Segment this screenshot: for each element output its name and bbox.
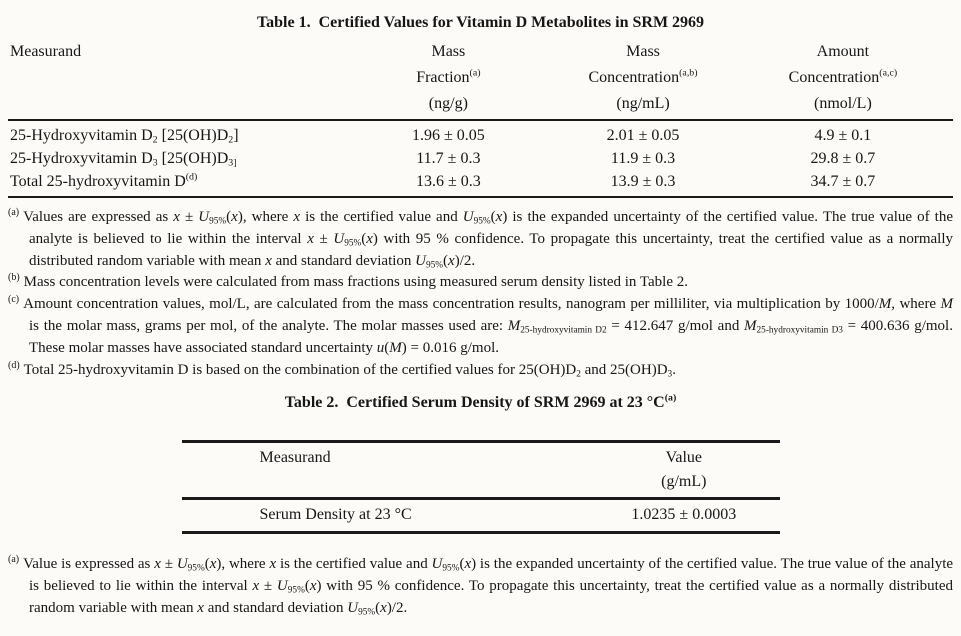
measurand-cell: Serum Density at 23 °C (181, 498, 589, 535)
table2-title: Table 2. Certified Serum Density of SRM … (284, 393, 677, 412)
mass-concentration-cell: 13.9 ± 0.3 (553, 170, 733, 198)
table2-header-row: Measurand Value (g/mL) (181, 440, 780, 501)
mass-concentration-cell: 11.9 ± 0.3 (610, 150, 676, 167)
mass-fraction-cell: 13.6 ± 0.3 (343, 170, 554, 198)
value-cell: 1.0235 ± 0.0003 (588, 498, 780, 535)
table2-footnotes: (a) Value is expressed as x ± U95%(x), wh… (8, 554, 953, 619)
footnote-text: Mass concentration levels were calculate… (23, 274, 688, 291)
footnote-marker: (a) (8, 207, 20, 218)
table-row: Serum Density at 23 °C 1.0235 ± 0.0003 (181, 498, 780, 535)
measurand-cell: 25-Hydroxyvitamin D3 [25(OH)D3] (10, 150, 237, 169)
mass-concentration-cell: 2.01 ± 0.05 (606, 127, 680, 144)
table1-title: Table 1. Certified Values for Vitamin D … (256, 14, 705, 31)
measurand-cell: 25-Hydroxyvitamin D2 [25(OH)D2] (10, 127, 239, 146)
footnote-marker: (d) (8, 359, 20, 371)
table-row: 25-Hydroxyvitamin D3 [25(OH)D3] 11.7 ± 0… (8, 147, 953, 170)
mass-fraction-cell: 1.96 ± 0.05 (411, 127, 485, 144)
footnote-marker: (c) (8, 294, 20, 306)
table1-header-mass-fraction: Mass Fraction(a) (ng/g) (343, 39, 554, 121)
footnote-marker: (a) (8, 554, 20, 566)
footnote-text: Amount concentration values, mol/L, are … (23, 296, 953, 356)
amount-concentration-cell: 4.9 ± 0.1 (814, 127, 872, 144)
table-row: 25-Hydroxyvitamin D2 [25(OH)D2] 1.96 ± 0… (8, 120, 953, 147)
measurand-cell: Total 25-hydroxyvitamin D(d) (8, 170, 344, 198)
footnote-c: (c) Amount concentration values, mol/L, a… (8, 294, 953, 359)
footnote-a2: (a) Value is expressed as x ± U95%(x), wh… (8, 554, 953, 619)
footnote-text: Values are expressed as x ± U95%(x), whe… (23, 209, 953, 270)
table1-header-amount-concentration: Amount Concentration(a,c) (nmol/L) (732, 39, 953, 121)
footnote-marker: (b) (8, 272, 20, 284)
table2-header-value: Value (g/mL) (588, 440, 780, 501)
footnote-b: (b) Mass concentration levels were calcul… (8, 272, 953, 294)
table2-header-measurand: Measurand (181, 440, 589, 501)
table-row: Total 25-hydroxyvitamin D(d) 13.6 ± 0.3 … (8, 170, 953, 198)
mass-fraction-cell: 11.7 ± 0.3 (416, 150, 481, 167)
table1-footnotes: (a) Values are expressed as x ± U95%(x), … (8, 207, 953, 381)
table1-certified-values: Measurand Mass Fraction(a) (ng/g) Mass Conc… (8, 39, 953, 198)
table1-header-mass-concentration: Mass Concentration(a,b) (ng/mL) (553, 39, 733, 121)
table1-header-measurand: Measurand (8, 39, 344, 121)
table2-serum-density: Measurand Value (g/mL) Serum Density at 2… (181, 440, 780, 535)
table1-header-row: Measurand Mass Fraction(a) (ng/g) Mass Conc… (8, 39, 953, 121)
amount-concentration-cell: 34.7 ± 0.7 (732, 170, 953, 198)
footnote-text: Value is expressed as x ± U95%(x), where… (23, 556, 954, 618)
footnote-d: (d) Total 25-hydroxyvitamin D is based on… (8, 360, 953, 382)
amount-concentration-cell: 29.8 ± 0.7 (810, 150, 876, 167)
footnote-a: (a) Values are expressed as x ± U95%(x), … (8, 207, 953, 272)
footnote-text: Total 25-hydroxyvitamin D is based on th… (23, 361, 676, 379)
